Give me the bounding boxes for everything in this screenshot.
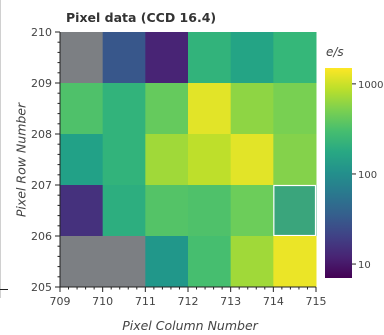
colorbar: 1000 100 10 <box>325 68 383 278</box>
x-axis-label: Pixel Column Number <box>122 318 258 333</box>
heatmap-cell <box>273 236 317 288</box>
x-tick-label: 712 <box>178 295 199 308</box>
y-tick-label: 210 <box>31 26 52 39</box>
heatmap-cell <box>273 134 317 186</box>
colorbar-tick-label: 100 <box>358 170 377 181</box>
heatmap-cell <box>230 134 274 186</box>
colorbar-gradient <box>325 68 352 278</box>
heatmap-cell <box>102 134 146 186</box>
heatmap-cell <box>60 32 104 84</box>
colorbar-tick-label: 1000 <box>358 80 383 91</box>
heatmap-cell <box>145 83 189 135</box>
y-tick-label: 208 <box>31 128 52 141</box>
x-tick-label: 709 <box>50 295 71 308</box>
heatmap-cells <box>60 32 317 288</box>
y-tick-label: 205 <box>31 281 52 294</box>
x-tick-label: 714 <box>263 295 284 308</box>
heatmap-cell <box>145 32 189 84</box>
heatmap-cell <box>60 134 104 186</box>
left-panel-tick <box>0 289 8 290</box>
heatmap-cell <box>60 83 104 135</box>
heatmap-cell <box>273 32 317 84</box>
heatmap-cell <box>188 134 232 186</box>
heatmap-cell <box>188 83 232 135</box>
heatmap-cell <box>102 236 146 288</box>
y-tick-label: 206 <box>31 230 52 243</box>
x-tick-label: 715 <box>306 295 327 308</box>
heatmap-cell <box>60 185 104 237</box>
heatmap-cell <box>230 32 274 84</box>
heatmap-cell <box>145 236 189 288</box>
heatmap-cell <box>102 83 146 135</box>
heatmap-cell <box>60 236 104 288</box>
left-panel-border <box>0 0 1 298</box>
colorbar-unit-label: e/s <box>326 45 344 59</box>
heatmap-cell <box>102 185 146 237</box>
colorbar-tick-label: 10 <box>358 260 371 271</box>
heatmap-cell <box>145 185 189 237</box>
heatmap-cell <box>188 236 232 288</box>
heatmap-cell <box>273 83 317 135</box>
heatmap-cell <box>230 83 274 135</box>
x-tick-label: 713 <box>220 295 241 308</box>
heatmap-cell <box>273 185 317 237</box>
x-tick-label: 711 <box>135 295 156 308</box>
plot-axes: 709 710 711 712 713 714 715 205 206 207 208 209 210 <box>31 26 327 308</box>
heatmap-cell <box>230 185 274 237</box>
heatmap-cell <box>145 134 189 186</box>
x-tick-label: 710 <box>92 295 113 308</box>
chart-title: Pixel data (CCD 16.4) <box>66 10 217 25</box>
heatmap-cell <box>188 185 232 237</box>
heatmap-cell <box>230 236 274 288</box>
heatmap-cell <box>188 32 232 84</box>
y-tick-label: 209 <box>31 77 52 90</box>
highlighted-cell-outline <box>273 184 317 237</box>
heatmap-cell <box>102 32 146 84</box>
y-tick-label: 207 <box>31 179 52 192</box>
y-axis-label: Pixel Row Number <box>13 102 29 218</box>
